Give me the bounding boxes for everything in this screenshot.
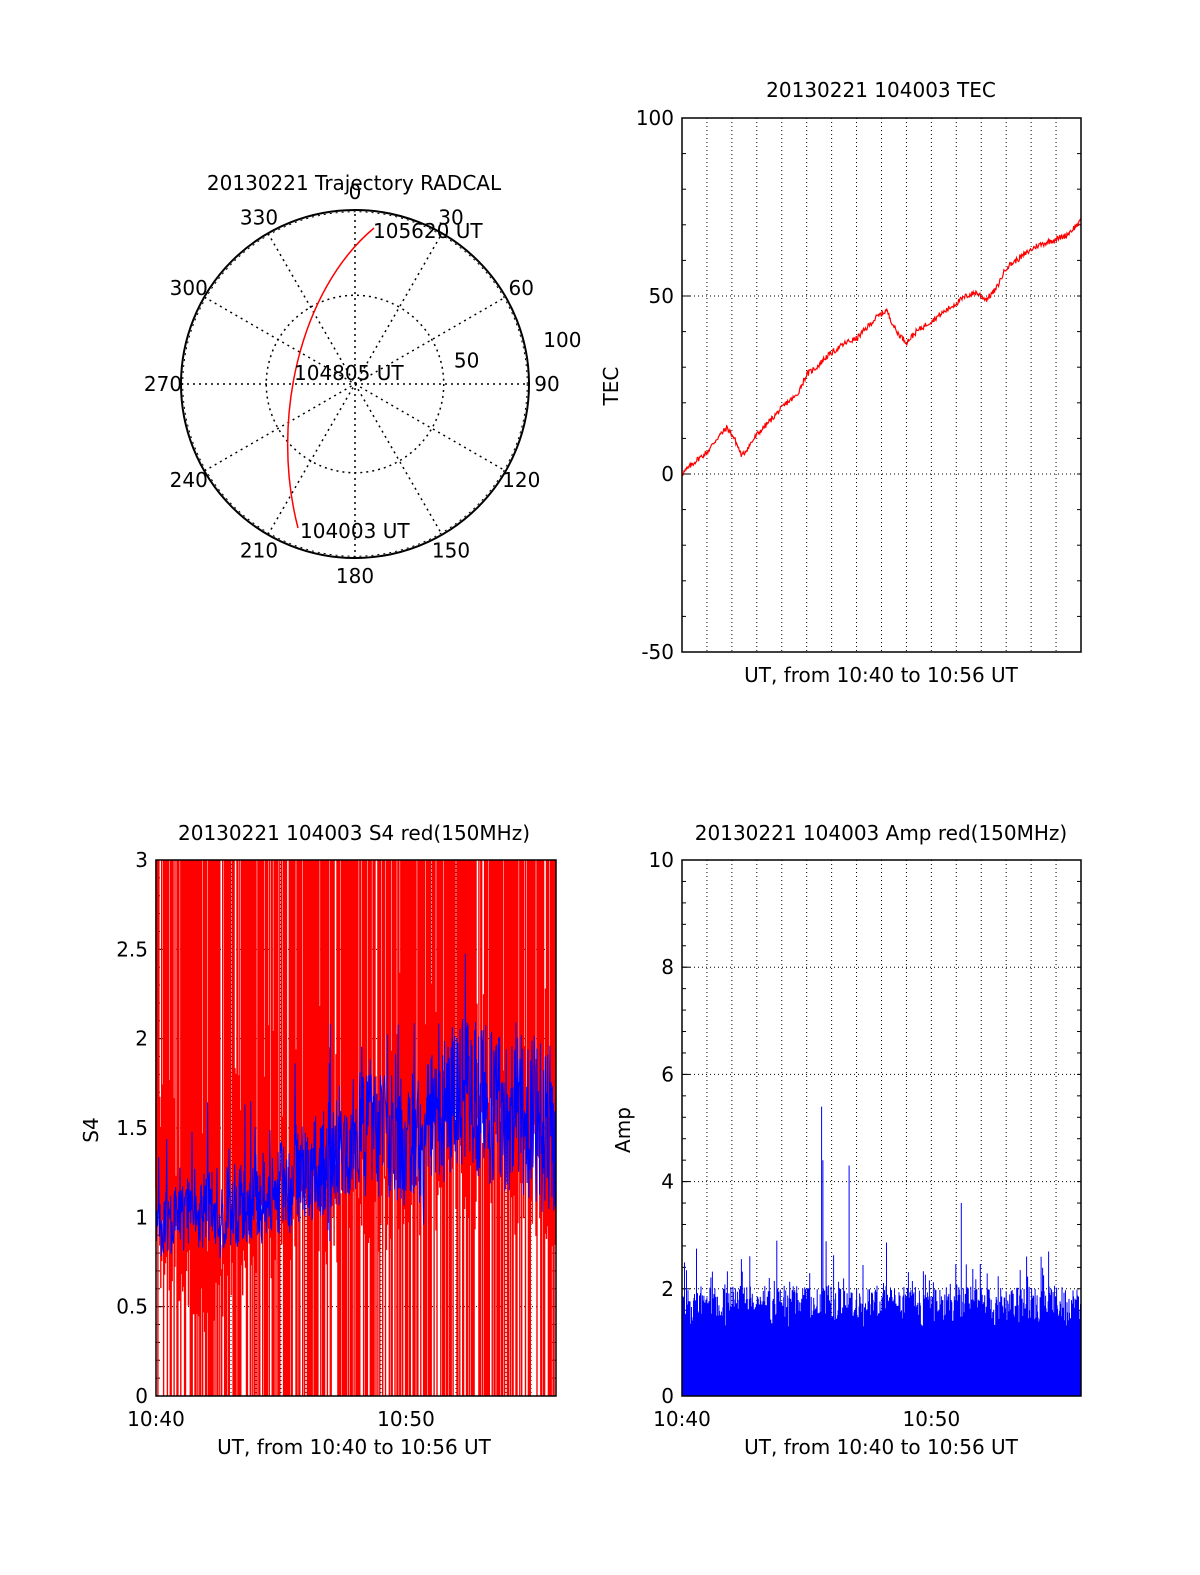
tec-plot-area: -50 0 50 100 [636, 106, 1082, 664]
s4-panel: 20130221 104003 S4 red(150MHz) UT, from … [79, 821, 557, 1459]
trajectory-path [286, 227, 375, 529]
tec-panel: 20130221 104003 TEC UT, from 10:40 to 10… [599, 78, 1082, 687]
azimuth-label-0: 0 [349, 180, 362, 204]
ytick-label: 0 [661, 462, 674, 486]
azimuth-labels: 0 30 60 90 120 150 180 210 240 270 300 330 [144, 180, 560, 588]
xtick-label: 10:50 [903, 1407, 961, 1431]
azimuth-label-90: 90 [534, 372, 559, 396]
amp-series [681, 1106, 1082, 1396]
trajectory-line [286, 227, 375, 529]
annotation-end-time: 105620 UT [373, 219, 483, 243]
s4-title: 20130221 104003 S4 red(150MHz) [178, 821, 530, 845]
s4-plot-area: 0 0.5 1 1.5 2 2.5 3 10:40 10:50 [116, 848, 557, 1431]
azimuth-label-300: 300 [170, 276, 208, 300]
azimuth-label-60: 60 [509, 276, 534, 300]
ytick-label: 6 [661, 1062, 674, 1086]
ytick-label: 2.5 [116, 937, 148, 961]
tec-title: 20130221 104003 TEC [766, 78, 996, 102]
trajectory-title: 20130221 Trajectory RADCAL [207, 171, 502, 195]
ytick-label: 50 [649, 284, 674, 308]
ytick-label: 3 [135, 848, 148, 872]
plot-frame [155, 859, 557, 1397]
ytick-label: 8 [661, 955, 674, 979]
polar-spoke [267, 232, 443, 536]
ytick-label: 100 [636, 106, 674, 130]
amp-xlabel: UT, from 10:40 to 10:56 UT [744, 1435, 1019, 1459]
amp-ylabel: Amp [611, 1107, 635, 1153]
trajectory-panel: 20130221 Trajectory RADCAL 0 30 60 90 120 150… [144, 171, 582, 588]
xtick-label: 10:40 [653, 1407, 711, 1431]
amp-title: 20130221 104003 Amp red(150MHz) [695, 821, 1067, 845]
azimuth-label-180: 180 [336, 564, 374, 588]
annotation-start-time: 104003 UT [300, 519, 410, 543]
azimuth-label-240: 240 [170, 468, 208, 492]
amp-plot-area: 0 2 4 6 8 10 10:40 10:50 [649, 848, 1082, 1431]
ytick-label: 4 [661, 1170, 674, 1194]
tec-ylabel: TEC [599, 367, 623, 407]
trajectory-annotations: 105620 UT 104805 UT 104003 UT [294, 219, 483, 543]
s4-xlabel: UT, from 10:40 to 10:56 UT [217, 1435, 492, 1459]
s4-ylabel: S4 [79, 1117, 103, 1142]
ytick-label: -50 [641, 640, 674, 664]
ytick-label: 1.5 [116, 1116, 148, 1140]
ytick-label: 0 [661, 1384, 674, 1408]
xtick-label: 10:50 [377, 1407, 435, 1431]
ytick-label: 0.5 [116, 1295, 148, 1319]
plot-frame [681, 859, 1082, 1397]
polar-grid [180, 209, 530, 559]
ytick-label: 10 [649, 848, 674, 872]
plot-frame [681, 117, 1082, 653]
azimuth-label-210: 210 [240, 538, 278, 562]
amp-panel: 20130221 104003 Amp red(150MHz) UT, from… [611, 821, 1082, 1459]
azimuth-label-120: 120 [502, 468, 540, 492]
ytick-label: 1 [135, 1205, 148, 1229]
ytick-label: 0 [135, 1384, 148, 1408]
radial-labels: 50 100 [454, 328, 582, 372]
azimuth-label-150: 150 [432, 538, 470, 562]
radial-label-100: 100 [543, 328, 581, 352]
ytick-label: 2 [135, 1027, 148, 1051]
azimuth-label-270: 270 [144, 372, 182, 396]
s4-blue-series [155, 953, 557, 1258]
xtick-label: 10:40 [127, 1407, 185, 1431]
azimuth-label-30: 30 [438, 206, 463, 230]
tec-series-line [681, 218, 1082, 477]
radial-label-50: 50 [454, 348, 479, 372]
annotation-mid-time: 104805 UT [294, 361, 404, 385]
azimuth-label-330: 330 [240, 206, 278, 230]
tec-xlabel: UT, from 10:40 to 10:56 UT [744, 663, 1019, 687]
ytick-label: 2 [661, 1277, 674, 1301]
